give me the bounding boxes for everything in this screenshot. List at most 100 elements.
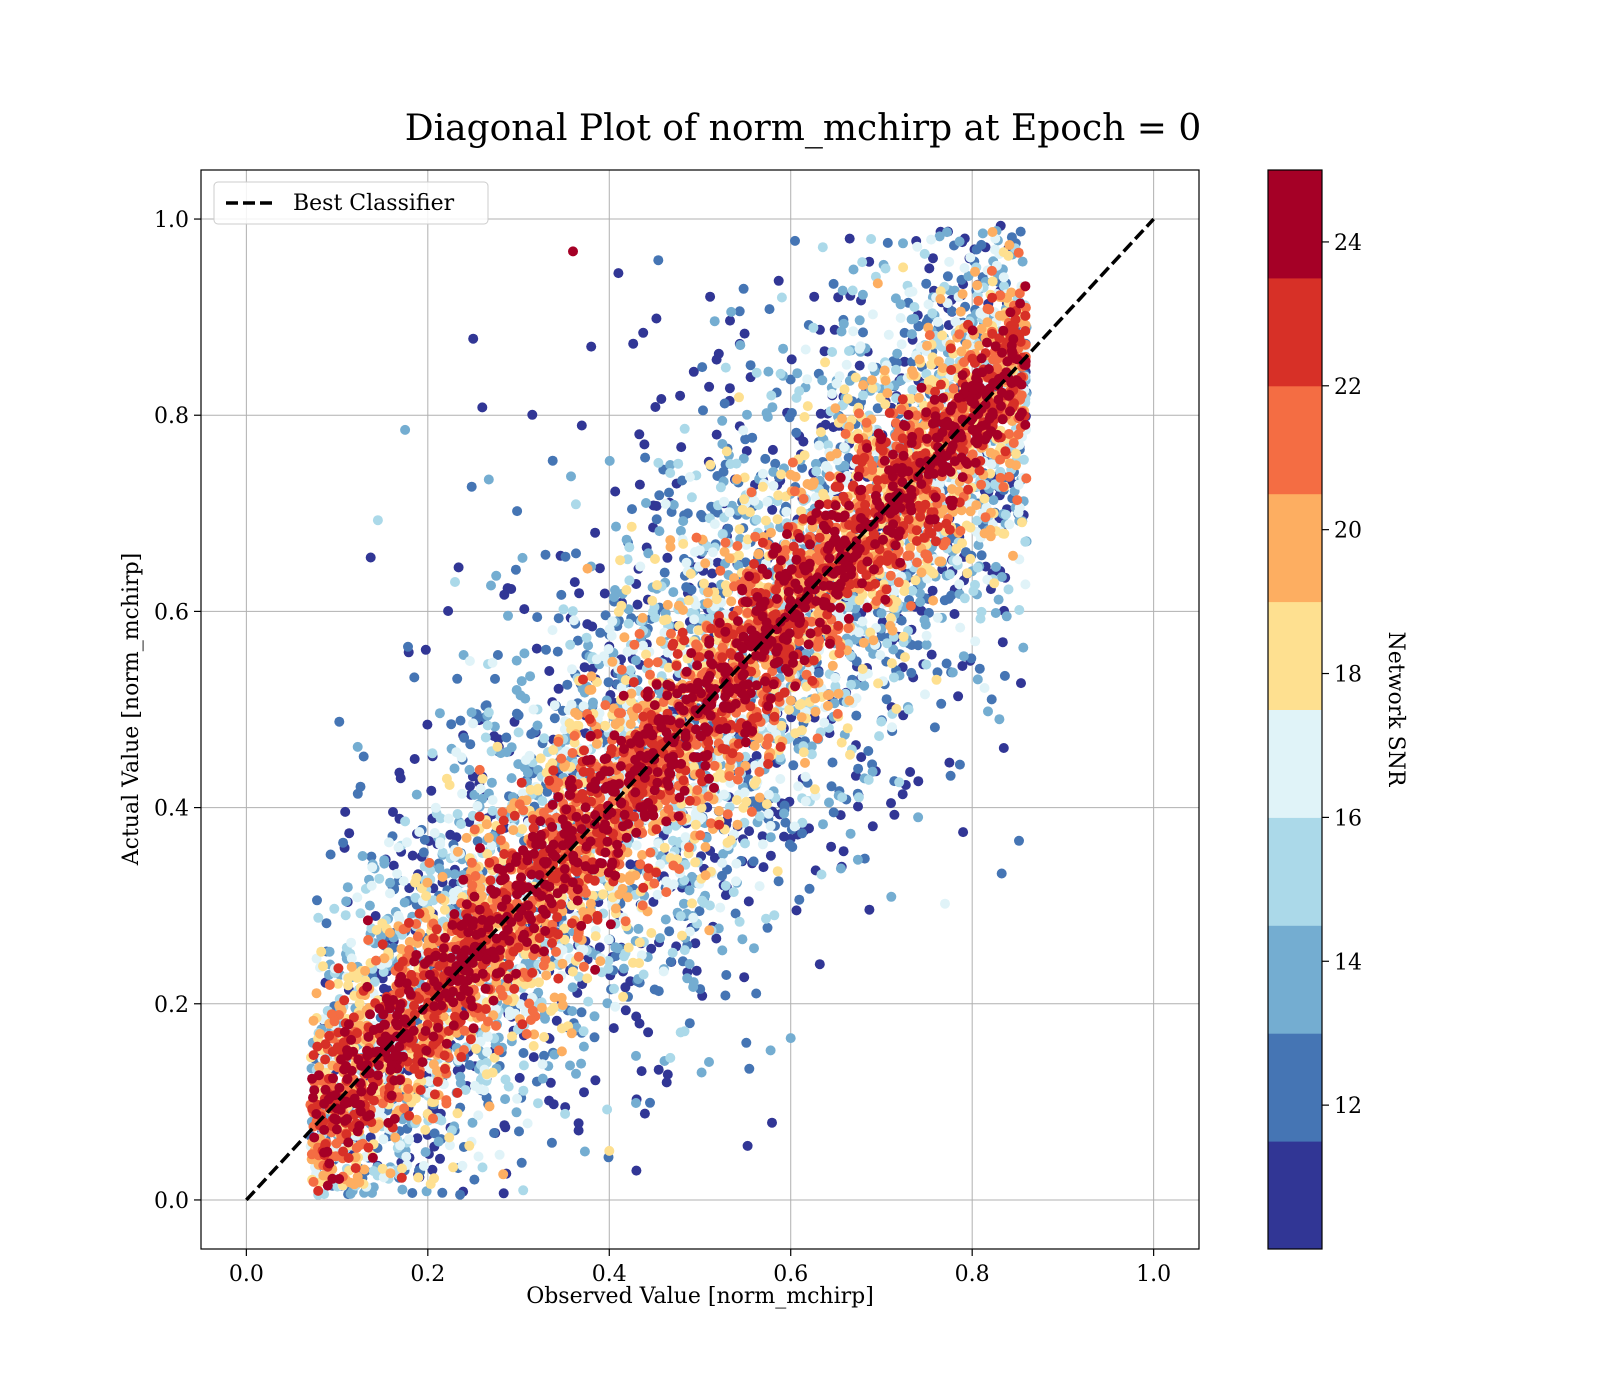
scatter-point — [737, 504, 748, 515]
scatter-point — [767, 402, 778, 413]
scatter-point — [684, 472, 695, 482]
scatter-point — [565, 1060, 575, 1071]
scatter-point — [848, 326, 859, 337]
scatter-point — [409, 754, 420, 764]
scatter-point — [469, 1174, 480, 1185]
scatter-point — [603, 644, 614, 654]
scatter-point — [567, 1006, 578, 1017]
scatter-point — [528, 1041, 539, 1051]
scatter-point — [621, 534, 632, 545]
scatter-point — [763, 366, 774, 377]
scatter-point — [740, 557, 751, 568]
scatter-point — [448, 887, 459, 898]
scatter-point — [607, 616, 618, 627]
scatter-point — [668, 835, 678, 846]
scatter-point — [512, 1093, 523, 1104]
scatter-point — [489, 1128, 500, 1138]
scatter-point — [839, 384, 850, 395]
scatter-point — [679, 875, 690, 886]
scatter-point — [466, 707, 477, 718]
scatter-point — [483, 707, 494, 718]
scatter-point — [573, 1118, 584, 1129]
scatter-point — [487, 805, 498, 816]
scatter-point — [549, 713, 560, 724]
scatter-point — [882, 638, 893, 649]
scatter-point — [896, 615, 907, 626]
scatter-point — [954, 236, 965, 247]
scatter-point — [797, 828, 808, 839]
scatter-point — [733, 560, 744, 571]
scatter-point — [815, 427, 826, 438]
scatter-point — [573, 1125, 584, 1136]
scatter-point — [441, 773, 452, 784]
scatter-point — [843, 452, 854, 463]
scatter-point — [624, 575, 635, 586]
scatter-point — [603, 677, 614, 688]
scatter-point — [486, 777, 497, 788]
scatter-point — [944, 356, 955, 367]
scatter-point — [867, 361, 878, 372]
scatter-point — [866, 234, 877, 244]
scatter-point — [859, 680, 870, 691]
scatter-point — [598, 889, 608, 900]
scatter-point — [370, 911, 381, 921]
scatter-point — [874, 731, 885, 742]
scatter-point — [824, 797, 834, 808]
scatter-point — [685, 568, 696, 579]
scatter-point — [738, 453, 749, 464]
scatter-point — [638, 327, 649, 338]
scatter-point — [420, 1147, 431, 1158]
scatter-point — [507, 1031, 518, 1042]
scatter-point — [662, 1069, 673, 1080]
scatter-point — [340, 806, 351, 817]
scatter-point — [520, 949, 531, 960]
scatter-point — [623, 618, 634, 629]
scatter-point — [705, 291, 716, 302]
scatter-point — [610, 1001, 621, 1012]
scatter-point — [684, 926, 695, 937]
scatter-point — [460, 1085, 471, 1095]
scatter-point — [566, 471, 576, 482]
scatter-point — [627, 504, 637, 515]
scatter-point — [751, 988, 762, 999]
scatter-point — [677, 930, 687, 941]
scatter-point — [921, 278, 932, 289]
scatter-point — [366, 851, 377, 862]
scatter-point — [856, 752, 867, 763]
scatter-point — [655, 933, 666, 944]
scatter-point — [892, 348, 903, 359]
scatter-point — [979, 493, 990, 504]
scatter-point — [972, 562, 983, 573]
scatter-point — [428, 895, 439, 906]
scatter-point — [778, 343, 789, 354]
scatter-point — [889, 586, 900, 597]
scatter-point — [434, 708, 445, 719]
scatter-point — [352, 741, 363, 752]
scatter-point — [952, 555, 963, 566]
scatter-point — [799, 412, 810, 422]
scatter-point — [1013, 507, 1024, 518]
scatter-point — [827, 388, 837, 399]
scatter-point — [623, 942, 634, 953]
scatter-point — [818, 819, 828, 830]
scatter-point — [668, 499, 679, 510]
scatter-point — [814, 959, 825, 970]
scatter-point — [482, 1030, 493, 1041]
scatter-point — [631, 840, 642, 851]
scatter-point — [688, 366, 699, 377]
scatter-point — [857, 664, 868, 674]
scatter-point — [652, 580, 662, 591]
scatter-point — [634, 479, 645, 490]
scatter-point — [742, 534, 753, 545]
scatter-point — [397, 1184, 408, 1195]
scatter-point — [358, 751, 369, 762]
scatter-point — [797, 817, 808, 828]
scatter-point — [791, 427, 802, 438]
scatter-point — [757, 839, 768, 850]
scatter-point — [459, 732, 470, 743]
scatter-point — [565, 639, 576, 650]
scatter-point — [604, 455, 615, 466]
scatter-point — [653, 986, 664, 997]
scatter-point — [842, 393, 853, 404]
